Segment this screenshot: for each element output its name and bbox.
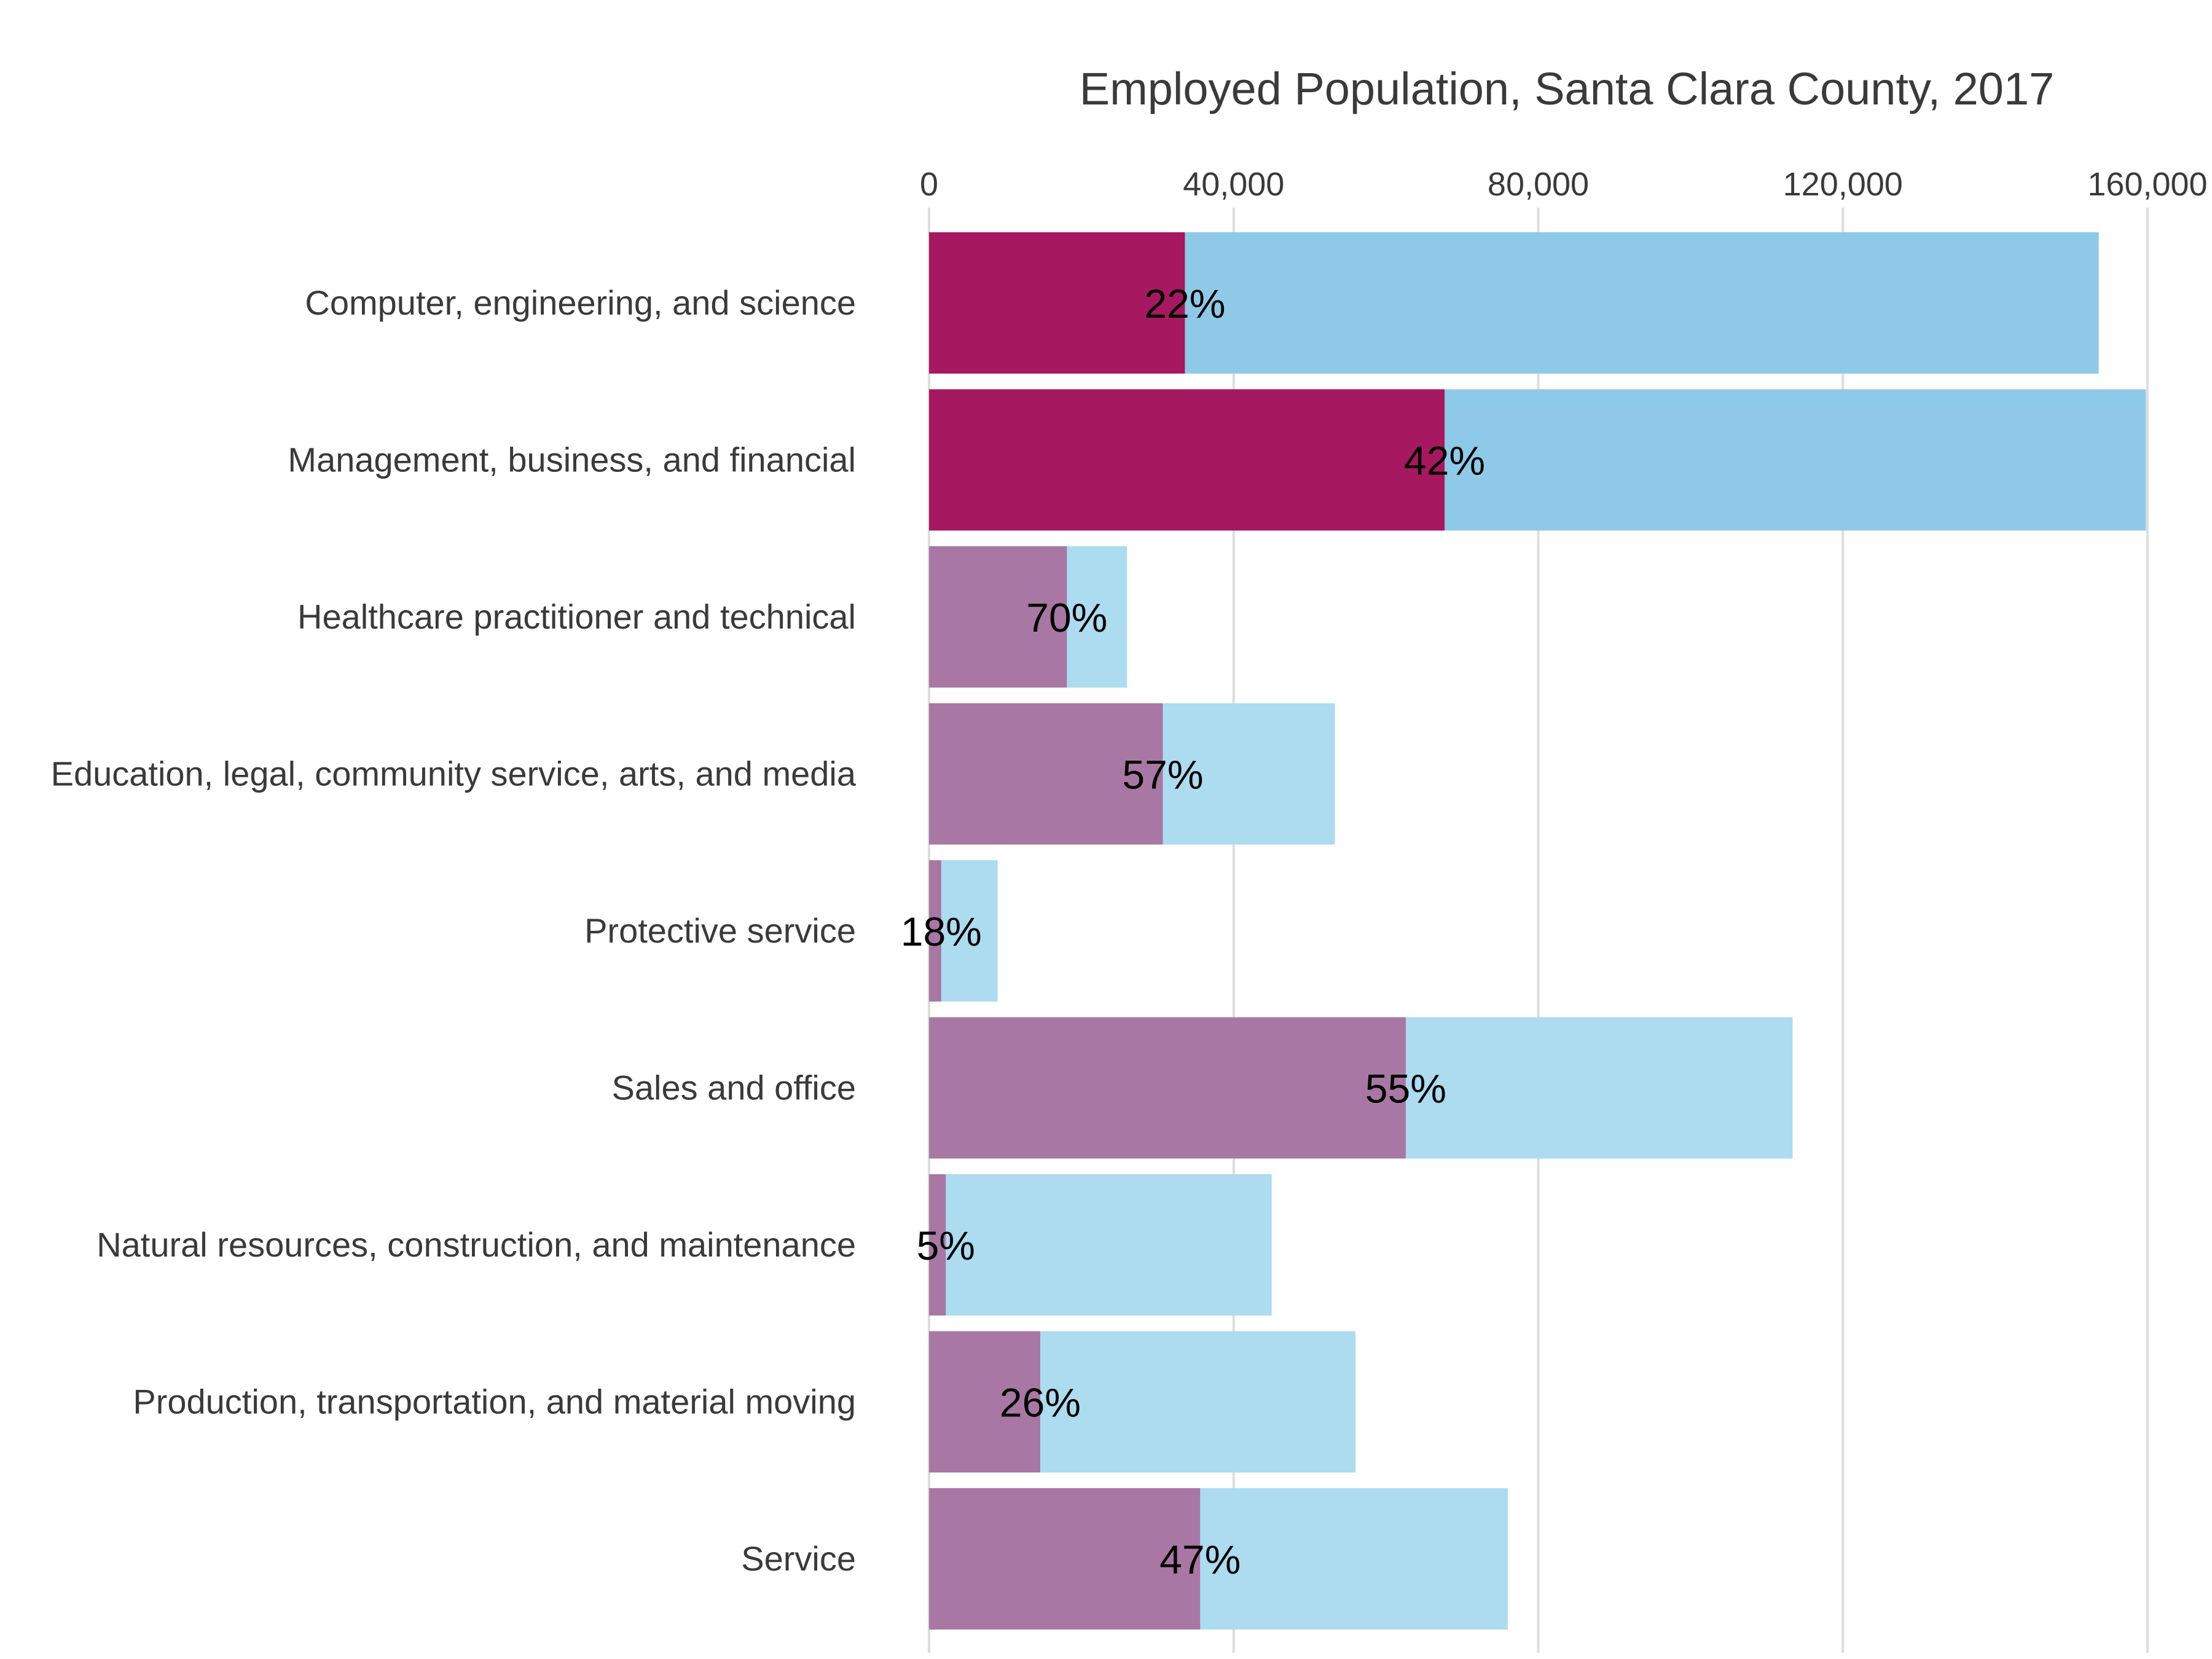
female-bar [929, 546, 1067, 688]
female-bar [929, 1331, 1040, 1473]
category-label: Computer, engineering, and science [305, 283, 856, 322]
female-bar [929, 1488, 1201, 1630]
percent-label: 57% [1122, 752, 1203, 798]
category-label: Education, legal, community service, art… [51, 755, 857, 793]
x-tick-label: 120,000 [1783, 166, 1903, 203]
female-bar [929, 1174, 946, 1316]
percent-label: 18% [901, 909, 982, 954]
percent-label: 26% [1000, 1380, 1081, 1426]
percent-label: 22% [1144, 281, 1225, 326]
female-bar [929, 1017, 1406, 1159]
percent-label: 5% [917, 1223, 975, 1268]
x-tick-label: 40,000 [1183, 166, 1284, 203]
x-tick-label: 160,000 [2087, 166, 2207, 203]
female-bar [929, 389, 1445, 531]
x-tick-label: 0 [920, 166, 938, 203]
category-label: Production, transportation, and material… [133, 1382, 856, 1421]
category-label: Healthcare practitioner and technical [297, 597, 856, 636]
percent-label: 47% [1159, 1537, 1241, 1582]
female-bar [929, 860, 941, 1002]
percent-label: 42% [1404, 438, 1485, 484]
category-label: Protective service [584, 911, 856, 950]
female-bar [929, 703, 1163, 845]
category-label: Service [741, 1539, 856, 1578]
category-label: Sales and office [612, 1069, 856, 1107]
female-bar [929, 232, 1185, 374]
chart-title: Employed Population, Santa Clara County,… [1080, 63, 2055, 114]
total-bar [929, 1174, 1272, 1316]
x-tick-label: 80,000 [1488, 166, 1589, 203]
percent-label: 70% [1026, 595, 1107, 640]
category-label: Natural resources, construction, and mai… [96, 1225, 856, 1264]
category-label: Management, business, and financial [288, 441, 856, 479]
percent-label: 55% [1365, 1066, 1446, 1112]
